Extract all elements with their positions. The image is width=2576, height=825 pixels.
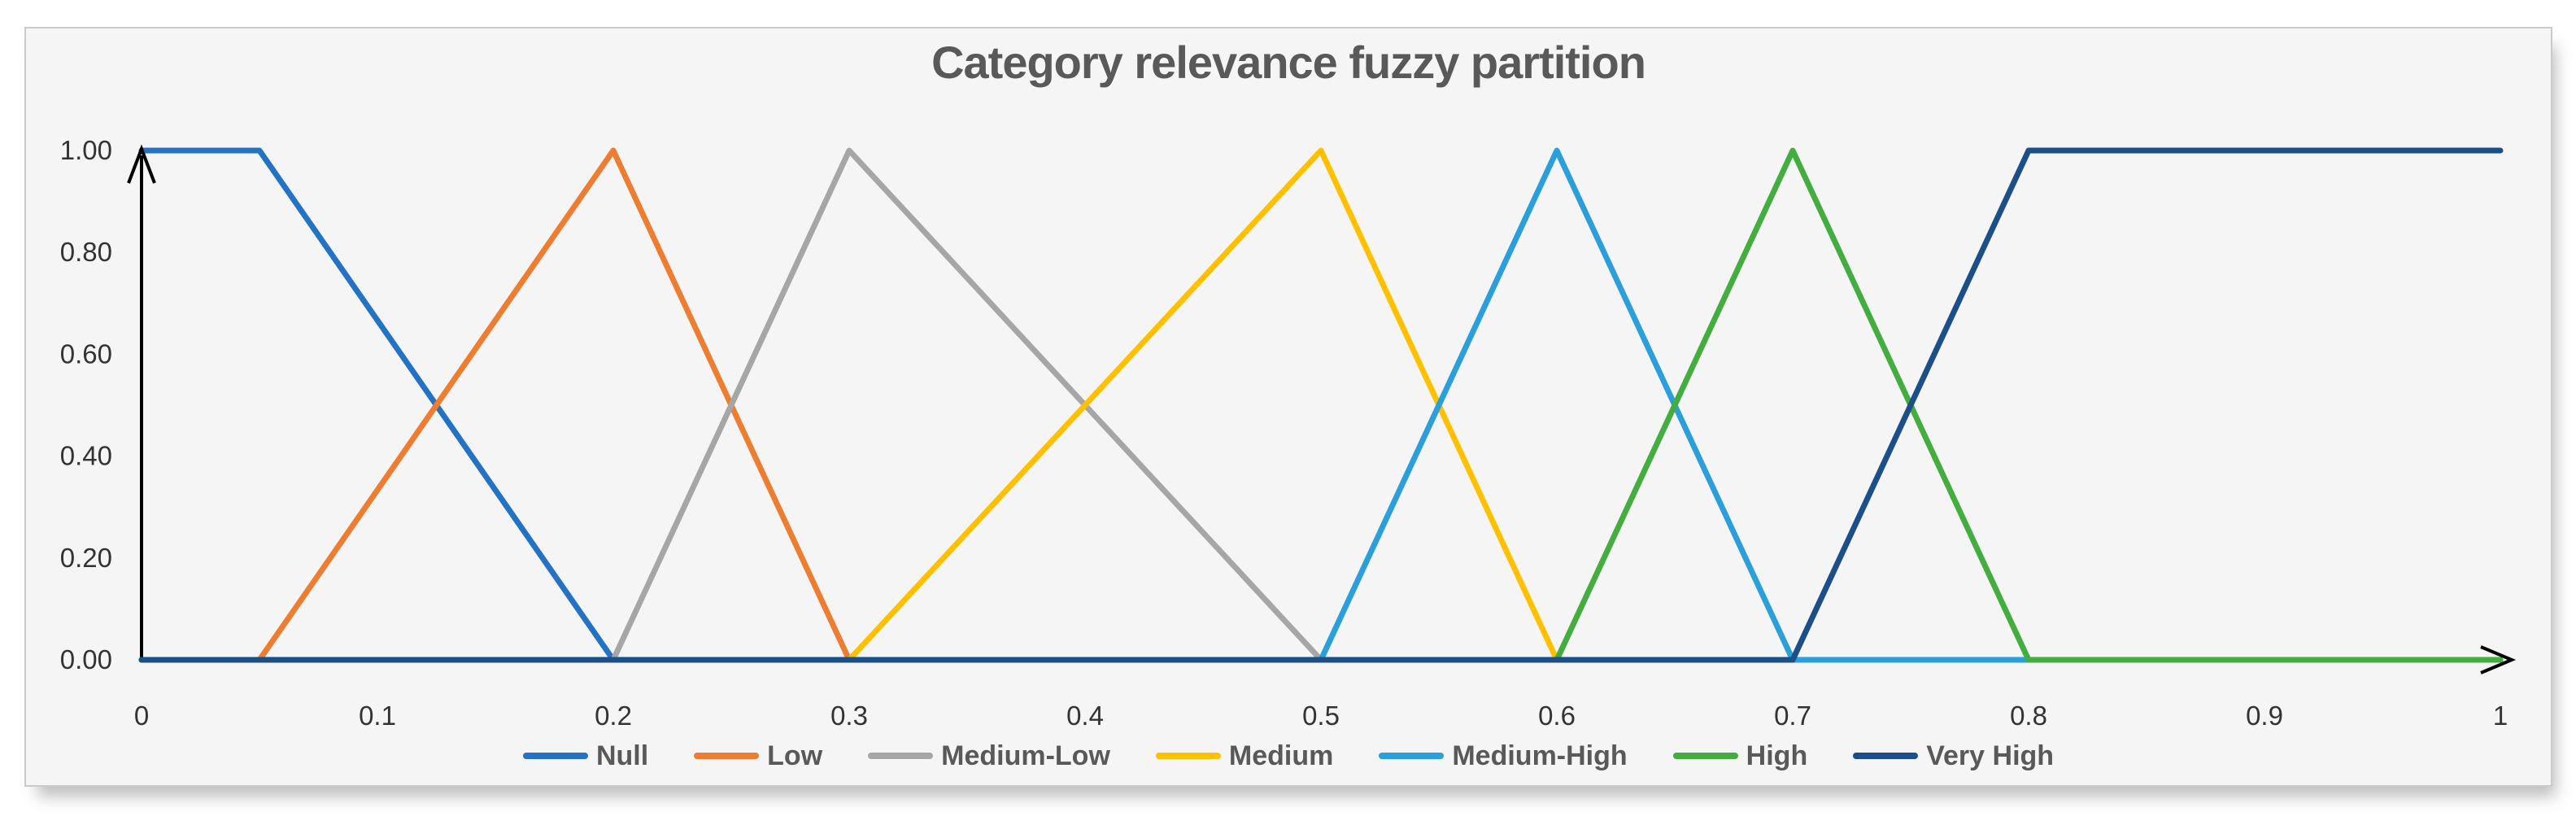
x-tick-label-0.1: 0.1 (359, 701, 396, 731)
legend-label-high: High (1746, 740, 1808, 771)
legend-item-medium-low: Medium-Low (868, 742, 1110, 770)
x-tick-label-0.6: 0.6 (1538, 701, 1576, 731)
chart-title: Category relevance fuzzy partition (931, 37, 1646, 88)
legend-swatch-high (1672, 753, 1738, 759)
legend-item-very-high: Very High (1853, 742, 2054, 770)
series-line-high (138, 147, 2504, 663)
legend-item-null: Null (522, 740, 649, 771)
legend-item-medium-high: Medium-High (1379, 740, 1628, 771)
x-tick-label-0.7: 0.7 (1774, 701, 1811, 731)
legend-label-very-high: Very High (1926, 740, 2055, 771)
legend-item-medium: Medium (1155, 740, 1334, 771)
legend-label-null: Null (595, 740, 649, 771)
x-tick-label-0.8: 0.8 (2010, 701, 2047, 731)
x-tick-label-0.5: 0.5 (1302, 701, 1340, 731)
series-line-medium (138, 147, 2504, 663)
x-tick-label-1: 1 (2493, 701, 2508, 731)
legend-swatch-medium (1155, 753, 1221, 759)
y-tick-label-0.80: 0.80 (60, 237, 112, 267)
series-line-medium-high (138, 147, 2504, 663)
legend-label-medium: Medium (1228, 740, 1334, 771)
legend-label-low: Low (767, 740, 823, 771)
legend-swatch-low (694, 753, 760, 759)
legend: Null Low Medium-Low Medium Medium-High High Ve… (24, 735, 2552, 777)
legend-label-medium-high: Medium-High (1452, 740, 1628, 771)
series-line-null (138, 147, 2504, 663)
series-line-medium-low (138, 147, 2504, 663)
y-tick-label-0.60: 0.60 (60, 338, 112, 369)
x-tick-label-0: 0 (134, 701, 149, 731)
legend-swatch-very-high (1853, 753, 1919, 759)
x-axis-arrowhead (2480, 645, 2517, 674)
series-line-very-high (138, 147, 2504, 663)
y-tick-label-0.40: 0.40 (60, 441, 112, 471)
x-tick-label-0.4: 0.4 (1066, 701, 1104, 731)
y-tick-label-0.00: 0.00 (60, 644, 112, 674)
y-axis-arrowhead (127, 144, 156, 184)
x-tick-label-0.3: 0.3 (830, 701, 868, 731)
legend-swatch-medium-high (1379, 753, 1445, 759)
legend-label-medium-low: Medium-Low (941, 740, 1110, 771)
series-line-low (138, 147, 2504, 663)
x-tick-label-0.9: 0.9 (2246, 701, 2283, 731)
y-tick-label-0.20: 0.20 (60, 543, 112, 573)
legend-swatch-medium-low (868, 753, 934, 759)
legend-item-low: Low (694, 742, 822, 770)
legend-item-high: High (1672, 740, 1808, 771)
legend-swatch-null (522, 753, 588, 759)
y-tick-label-1.00: 1.00 (60, 135, 112, 165)
x-tick-label-0.2: 0.2 (595, 701, 632, 731)
